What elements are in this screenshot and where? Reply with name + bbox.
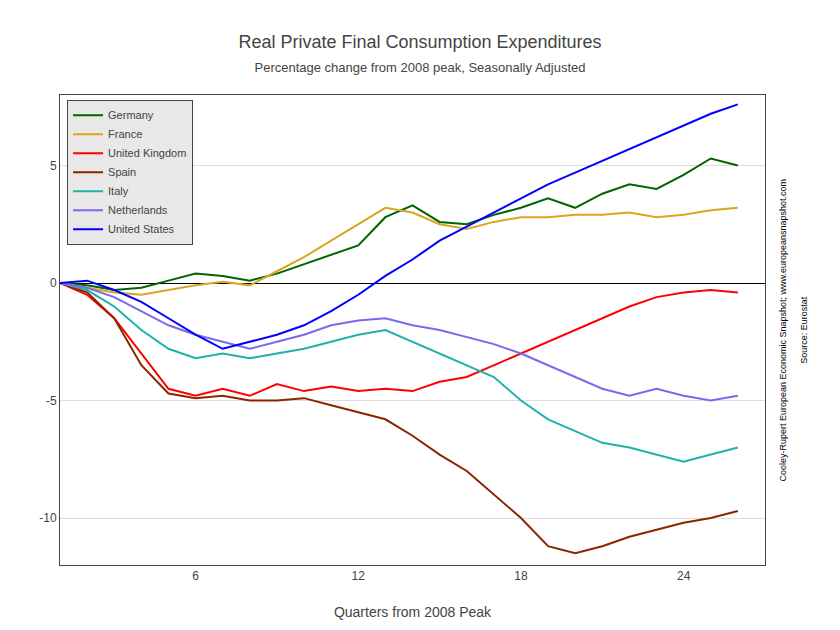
svg-text:0: 0 [50, 276, 57, 290]
svg-text:Germany: Germany [108, 109, 154, 121]
svg-text:-5: -5 [46, 394, 57, 408]
svg-text:Quarters from 2008 Peak: Quarters from 2008 Peak [334, 604, 492, 620]
svg-text:Italy: Italy [108, 185, 129, 197]
svg-text:United States: United States [108, 223, 175, 235]
svg-text:Spain: Spain [108, 166, 136, 178]
svg-text:-10: -10 [39, 511, 57, 525]
svg-text:12: 12 [352, 569, 366, 583]
svg-text:6: 6 [192, 569, 199, 583]
svg-text:Real Private Final Consumption: Real Private Final Consumption Expenditu… [238, 32, 601, 52]
svg-text:Cooley-Rupert European Economi: Cooley-Rupert European Economic Snapshot… [778, 179, 788, 482]
svg-text:Netherlands: Netherlands [108, 204, 168, 216]
svg-text:18: 18 [514, 569, 528, 583]
svg-text:24: 24 [677, 569, 691, 583]
svg-text:Source: Eurostat: Source: Eurostat [799, 296, 809, 364]
svg-text:5: 5 [50, 159, 57, 173]
svg-text:United Kingdom: United Kingdom [108, 147, 186, 159]
svg-text:France: France [108, 128, 142, 140]
svg-text:Percentage change from 2008 pe: Percentage change from 2008 peak, Season… [254, 60, 585, 75]
